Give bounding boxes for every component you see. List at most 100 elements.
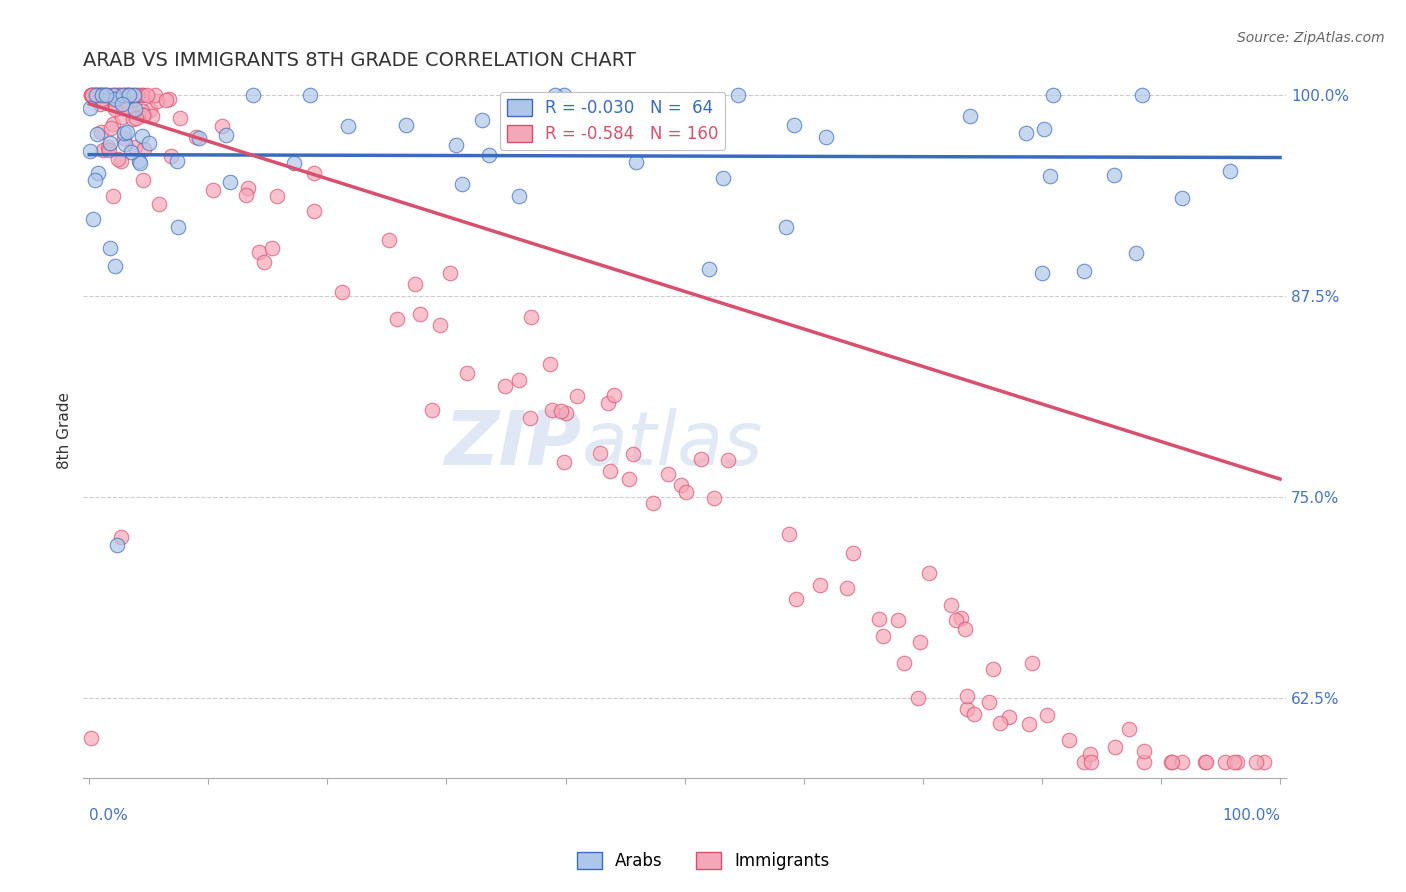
Point [98,144,121,158]
Point [115,101,138,115]
Point [808,578,831,592]
Point [907,690,929,705]
Point [565,389,588,403]
Point [1194,755,1216,769]
Point [169,112,191,126]
Point [669,477,692,491]
Point [132,108,155,122]
Point [110,88,132,103]
Point [236,180,259,194]
Point [91,144,114,158]
Point [79,731,101,745]
Point [260,241,283,255]
Point [104,259,127,273]
Point [1219,164,1241,178]
Point [100,88,122,103]
Point [1042,88,1064,103]
Point [956,689,979,703]
Point [1118,723,1140,737]
Point [82,212,104,227]
Point [84,89,107,103]
Point [302,166,325,180]
Point [131,104,153,119]
Point [336,119,359,133]
Point [132,173,155,187]
Point [1021,656,1043,670]
Point [727,88,749,103]
Point [1161,755,1184,769]
Point [377,233,399,247]
Point [538,357,561,371]
Point [641,496,664,510]
Point [125,112,148,126]
Point [129,156,152,170]
Point [478,148,501,162]
Point [98,136,121,150]
Point [117,88,139,103]
Point [814,130,837,145]
Point [908,634,931,648]
Point [87,166,110,180]
Point [1080,747,1102,761]
Point [118,88,141,103]
Point [508,189,530,203]
Point [79,101,101,115]
Point [872,629,894,643]
Point [450,177,472,191]
Point [96,88,118,103]
Point [82,88,104,103]
Point [444,137,467,152]
Point [242,88,264,103]
Point [131,88,153,103]
Point [98,241,121,255]
Point [90,88,112,103]
Point [963,706,986,721]
Point [385,312,408,326]
Point [79,88,101,103]
Point [1057,733,1080,747]
Point [104,102,127,116]
Legend: Arabs, Immigrants: Arabs, Immigrants [569,845,837,877]
Point [624,154,647,169]
Point [841,546,863,560]
Point [1073,264,1095,278]
Point [471,113,494,128]
Point [977,695,1000,709]
Point [103,117,125,131]
Point [91,88,114,103]
Point [114,88,136,103]
Text: 0.0%: 0.0% [89,808,128,823]
Point [690,451,713,466]
Point [138,103,160,117]
Point [439,266,461,280]
Point [918,566,941,580]
Point [988,715,1011,730]
Point [949,611,972,625]
Point [155,93,177,107]
Point [782,118,804,132]
Point [1036,708,1059,723]
Point [89,88,111,103]
Point [107,88,129,103]
Point [1125,246,1147,260]
Point [128,88,150,103]
Point [79,88,101,103]
Point [131,88,153,103]
Point [83,172,105,186]
Point [101,189,124,203]
Point [218,175,240,189]
Point [103,88,125,103]
Point [617,472,640,486]
Text: ARAB VS IMMIGRANTS 8TH GRADE CORRELATION CHART: ARAB VS IMMIGRANTS 8TH GRADE CORRELATION… [83,51,636,70]
Point [89,88,111,103]
Point [124,140,146,154]
Point [112,131,135,145]
Point [120,88,142,103]
Point [143,88,166,103]
Point [122,88,145,103]
Point [93,88,115,103]
Text: Source: ZipAtlas.com: Source: ZipAtlas.com [1237,31,1385,45]
Point [117,88,139,103]
Point [148,197,170,211]
Point [128,154,150,169]
